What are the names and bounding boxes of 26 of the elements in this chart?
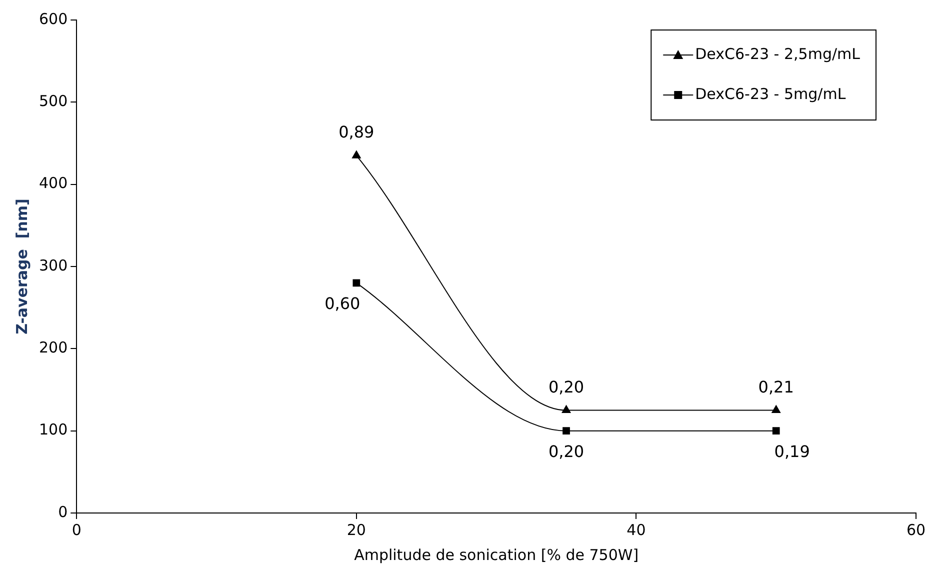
- annotation: 0,19: [774, 442, 810, 461]
- point: [352, 279, 360, 287]
- y-tick-label: 600: [38, 10, 68, 28]
- y-tick-label: 300: [38, 256, 68, 274]
- y-tick-label: 500: [38, 92, 68, 110]
- legend-label: DexC6-23 - 5mg/mL: [695, 84, 846, 103]
- x-tick-label: 40: [626, 520, 646, 539]
- x-tick-label: 20: [346, 520, 366, 539]
- y-tick-label: 100: [38, 420, 68, 439]
- annotation: 0,20: [548, 442, 584, 461]
- y-tick-label: 200: [38, 338, 68, 357]
- point: [772, 405, 780, 414]
- annotation: 0,20: [548, 377, 584, 396]
- x-tick-label: 0: [72, 520, 82, 539]
- y-tick-label: 400: [38, 174, 68, 192]
- y-axis-title: Z-average [nm]: [12, 198, 31, 334]
- point: [352, 150, 361, 158]
- x-tick-label: 60: [906, 520, 926, 539]
- annotation: 0,60: [324, 294, 360, 314]
- annotation: 0,89: [338, 122, 374, 142]
- annotation: 0,21: [758, 377, 794, 396]
- point: [562, 427, 570, 435]
- point: [772, 427, 780, 435]
- y-tick-label: 0: [58, 502, 68, 521]
- legend-label: DexC6-23 - 2,5mg/mL: [695, 44, 861, 63]
- x-axis-title: Amplitude de sonication [% de 750W]: [354, 546, 639, 564]
